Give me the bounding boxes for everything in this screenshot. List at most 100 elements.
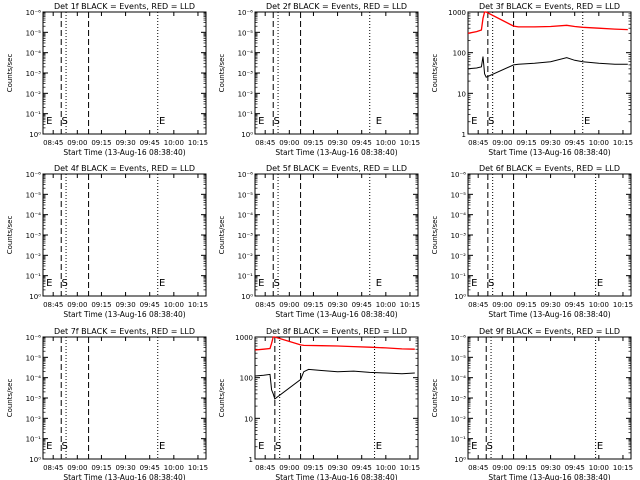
y-tick-label: 10⁻⁶ <box>26 9 42 17</box>
y-axis-title: Counts/sec <box>431 54 439 93</box>
x-tick-label: 08:45 <box>255 301 275 309</box>
x-tick-label: 09:15 <box>516 139 536 147</box>
x-tick-label: 10:15 <box>188 301 208 309</box>
plot-frame <box>467 11 632 135</box>
x-tick-label: 10:15 <box>613 464 633 472</box>
x-tick-label: 09:45 <box>352 139 372 147</box>
x-tick-label: 10:15 <box>400 464 420 472</box>
y-tick-label: 10⁻² <box>451 415 467 423</box>
x-tick-label: 09:15 <box>91 464 111 472</box>
x-tick-label: 09:00 <box>67 301 87 309</box>
x-axis-title: Start Time (13-Aug-16 08:38:40) <box>275 473 397 480</box>
y-tick-label: 10⁻² <box>238 90 254 98</box>
x-tick-label: 08:45 <box>255 464 275 472</box>
x-tick-label: 10:00 <box>376 139 396 147</box>
y-tick-label: 10⁻⁶ <box>451 334 467 342</box>
y-tick-label: 10 <box>244 415 253 423</box>
x-axis-title: Start Time (13-Aug-16 08:38:40) <box>275 310 397 319</box>
chart-det-9f: Det 9f BLACK = Events, RED = LLD Counts/s… <box>431 327 633 480</box>
y-tick-label: 10⁻⁴ <box>451 375 467 383</box>
y-tick-label: 1000 <box>448 9 466 17</box>
y-axis-title: Counts/sec <box>6 379 14 418</box>
x-tick-label: 10:00 <box>589 139 609 147</box>
x-tick-label: 09:45 <box>565 464 585 472</box>
y-tick-label: 10⁻³ <box>238 232 254 240</box>
chart-title: Det 1f BLACK = Events, RED = LLD <box>54 2 195 11</box>
chart-title: Det 9f BLACK = Events, RED = LLD <box>479 327 620 336</box>
y-tick-label: 10⁻¹ <box>451 273 467 281</box>
chart-title: Det 4f BLACK = Events, RED = LLD <box>54 164 195 173</box>
y-tick-label: 10⁰ <box>29 131 41 139</box>
x-tick-label: 09:15 <box>303 464 323 472</box>
x-tick-label: 08:45 <box>468 464 488 472</box>
x-axis-title: Start Time (13-Aug-16 08:38:40) <box>63 473 185 480</box>
x-tick-label: 10:15 <box>613 301 633 309</box>
x-tick-label: 09:15 <box>516 301 536 309</box>
plot-frame <box>254 336 419 460</box>
x-tick-label: 09:00 <box>492 301 512 309</box>
marker-s: S <box>273 278 279 289</box>
x-tick-label: 09:30 <box>327 464 347 472</box>
y-tick-label: 10⁻² <box>26 90 42 98</box>
x-tick-label: 09:00 <box>67 139 87 147</box>
y-tick-label: 10⁻³ <box>26 232 42 240</box>
x-tick-label: 10:00 <box>376 301 396 309</box>
y-tick-label: 10⁻² <box>26 415 42 423</box>
x-axis-title: Start Time (13-Aug-16 08:38:40) <box>488 148 610 157</box>
x-tick-label: 10:00 <box>164 139 184 147</box>
marker-e-end: E <box>159 278 165 289</box>
x-tick-label: 10:15 <box>400 139 420 147</box>
x-tick-label: 09:00 <box>67 464 87 472</box>
x-tick-label: 08:45 <box>255 139 275 147</box>
y-tick-label: 10⁻⁵ <box>238 29 254 37</box>
y-tick-label: 10⁻⁵ <box>26 354 42 362</box>
chart-det-8f: Det 8f BLACK = Events, RED = LLD Counts/s… <box>218 327 420 480</box>
x-axis-title: Start Time (13-Aug-16 08:38:40) <box>275 148 397 157</box>
x-tick-label: 10:00 <box>376 464 396 472</box>
x-axis-title: Start Time (13-Aug-16 08:38:40) <box>63 148 185 157</box>
chart-det-2f: Det 2f BLACK = Events, RED = LLD Counts/s… <box>218 2 420 157</box>
x-tick-label: 09:30 <box>540 301 560 309</box>
x-tick-label: 09:00 <box>492 139 512 147</box>
x-tick-label: 09:45 <box>140 464 160 472</box>
y-tick-label: 100 <box>240 375 253 383</box>
x-tick-label: 10:00 <box>164 464 184 472</box>
marker-s: S <box>488 116 494 127</box>
y-tick-label: 10⁰ <box>454 293 466 301</box>
series-events <box>467 56 628 78</box>
chart-det-6f: Det 6f BLACK = Events, RED = LLD Counts/s… <box>431 164 633 319</box>
y-axis-title: Counts/sec <box>431 379 439 418</box>
y-tick-label: 10⁻⁵ <box>26 29 42 37</box>
y-tick-label: 1 <box>462 131 466 139</box>
chart-title: Det 8f BLACK = Events, RED = LLD <box>266 327 407 336</box>
marker-s: S <box>61 441 67 452</box>
x-tick-label: 09:45 <box>565 139 585 147</box>
x-tick-label: 09:30 <box>327 139 347 147</box>
series-lld <box>467 11 628 34</box>
y-tick-label: 10⁻¹ <box>26 273 42 281</box>
marker-e-start: E <box>258 441 264 452</box>
y-tick-label: 10⁻⁴ <box>238 212 254 220</box>
chart-title: Det 5f BLACK = Events, RED = LLD <box>266 164 407 173</box>
y-axis-title: Counts/sec <box>218 379 226 418</box>
x-tick-label: 08:45 <box>43 139 63 147</box>
marker-e-end: E <box>376 116 382 127</box>
marker-e-end: E <box>376 278 382 289</box>
chart-det-5f: Det 5f BLACK = Events, RED = LLD Counts/s… <box>218 164 420 319</box>
y-tick-label: 10⁻³ <box>26 70 42 78</box>
y-tick-label: 10⁰ <box>29 456 41 464</box>
x-tick-label: 10:00 <box>589 301 609 309</box>
y-tick-label: 10⁰ <box>29 293 41 301</box>
y-tick-label: 10⁻³ <box>26 395 42 403</box>
x-tick-label: 09:30 <box>327 301 347 309</box>
x-tick-label: 09:45 <box>565 301 585 309</box>
marker-e-end: E <box>597 278 603 289</box>
y-tick-label: 10⁰ <box>454 456 466 464</box>
x-tick-label: 10:15 <box>400 301 420 309</box>
marker-e-end: E <box>159 116 165 127</box>
y-tick-label: 10⁻⁵ <box>451 354 467 362</box>
series-events <box>254 368 415 400</box>
y-tick-label: 10⁻⁴ <box>451 212 467 220</box>
y-tick-label: 10⁻² <box>238 252 254 260</box>
marker-e-start: E <box>258 116 264 127</box>
